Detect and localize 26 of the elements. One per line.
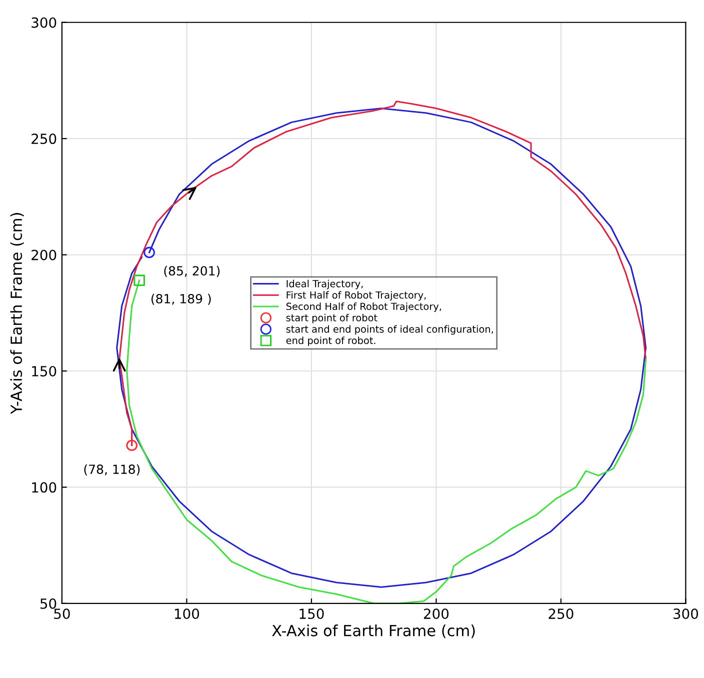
y-tick-label: 150 [32,366,56,376]
point [126,440,138,452]
y-tick-label: 100 [32,482,56,493]
x-tick-label: 200 [424,608,449,620]
legend-label: Second Half of Robot Trajectory, [286,302,442,312]
y-tick-label: 200 [32,250,56,260]
x-tick-label: 300 [674,608,698,620]
annotation: (85, 201) [164,266,220,278]
annotation: (81, 189 ) [151,294,211,305]
point [134,274,145,286]
x-tick-label: 250 [548,608,574,620]
legend-label: start and end points of ideal configuration, [286,325,493,335]
legend-label: First Half of Robot Trajectory, [286,291,426,301]
x-tick-label: 50 [54,608,70,620]
y-axis-title: Y-Axis of Earth Frame (cm) [10,213,24,414]
y-tick-label: 50 [40,598,56,609]
legend-label: Ideal Trajectory, [286,280,363,290]
legend-label: start point of robot [286,314,378,324]
y-tick-label: 300 [32,17,56,28]
x-tick-label: 100 [174,608,200,620]
point [144,246,155,258]
annotation: (78, 118) [84,464,140,476]
x-axis-title: X-Axis of Earth Frame (cm) [272,624,475,638]
legend-label: end point of robot. [286,336,376,346]
y-tick-label: 250 [32,134,56,144]
x-tick-label: 150 [300,608,324,620]
